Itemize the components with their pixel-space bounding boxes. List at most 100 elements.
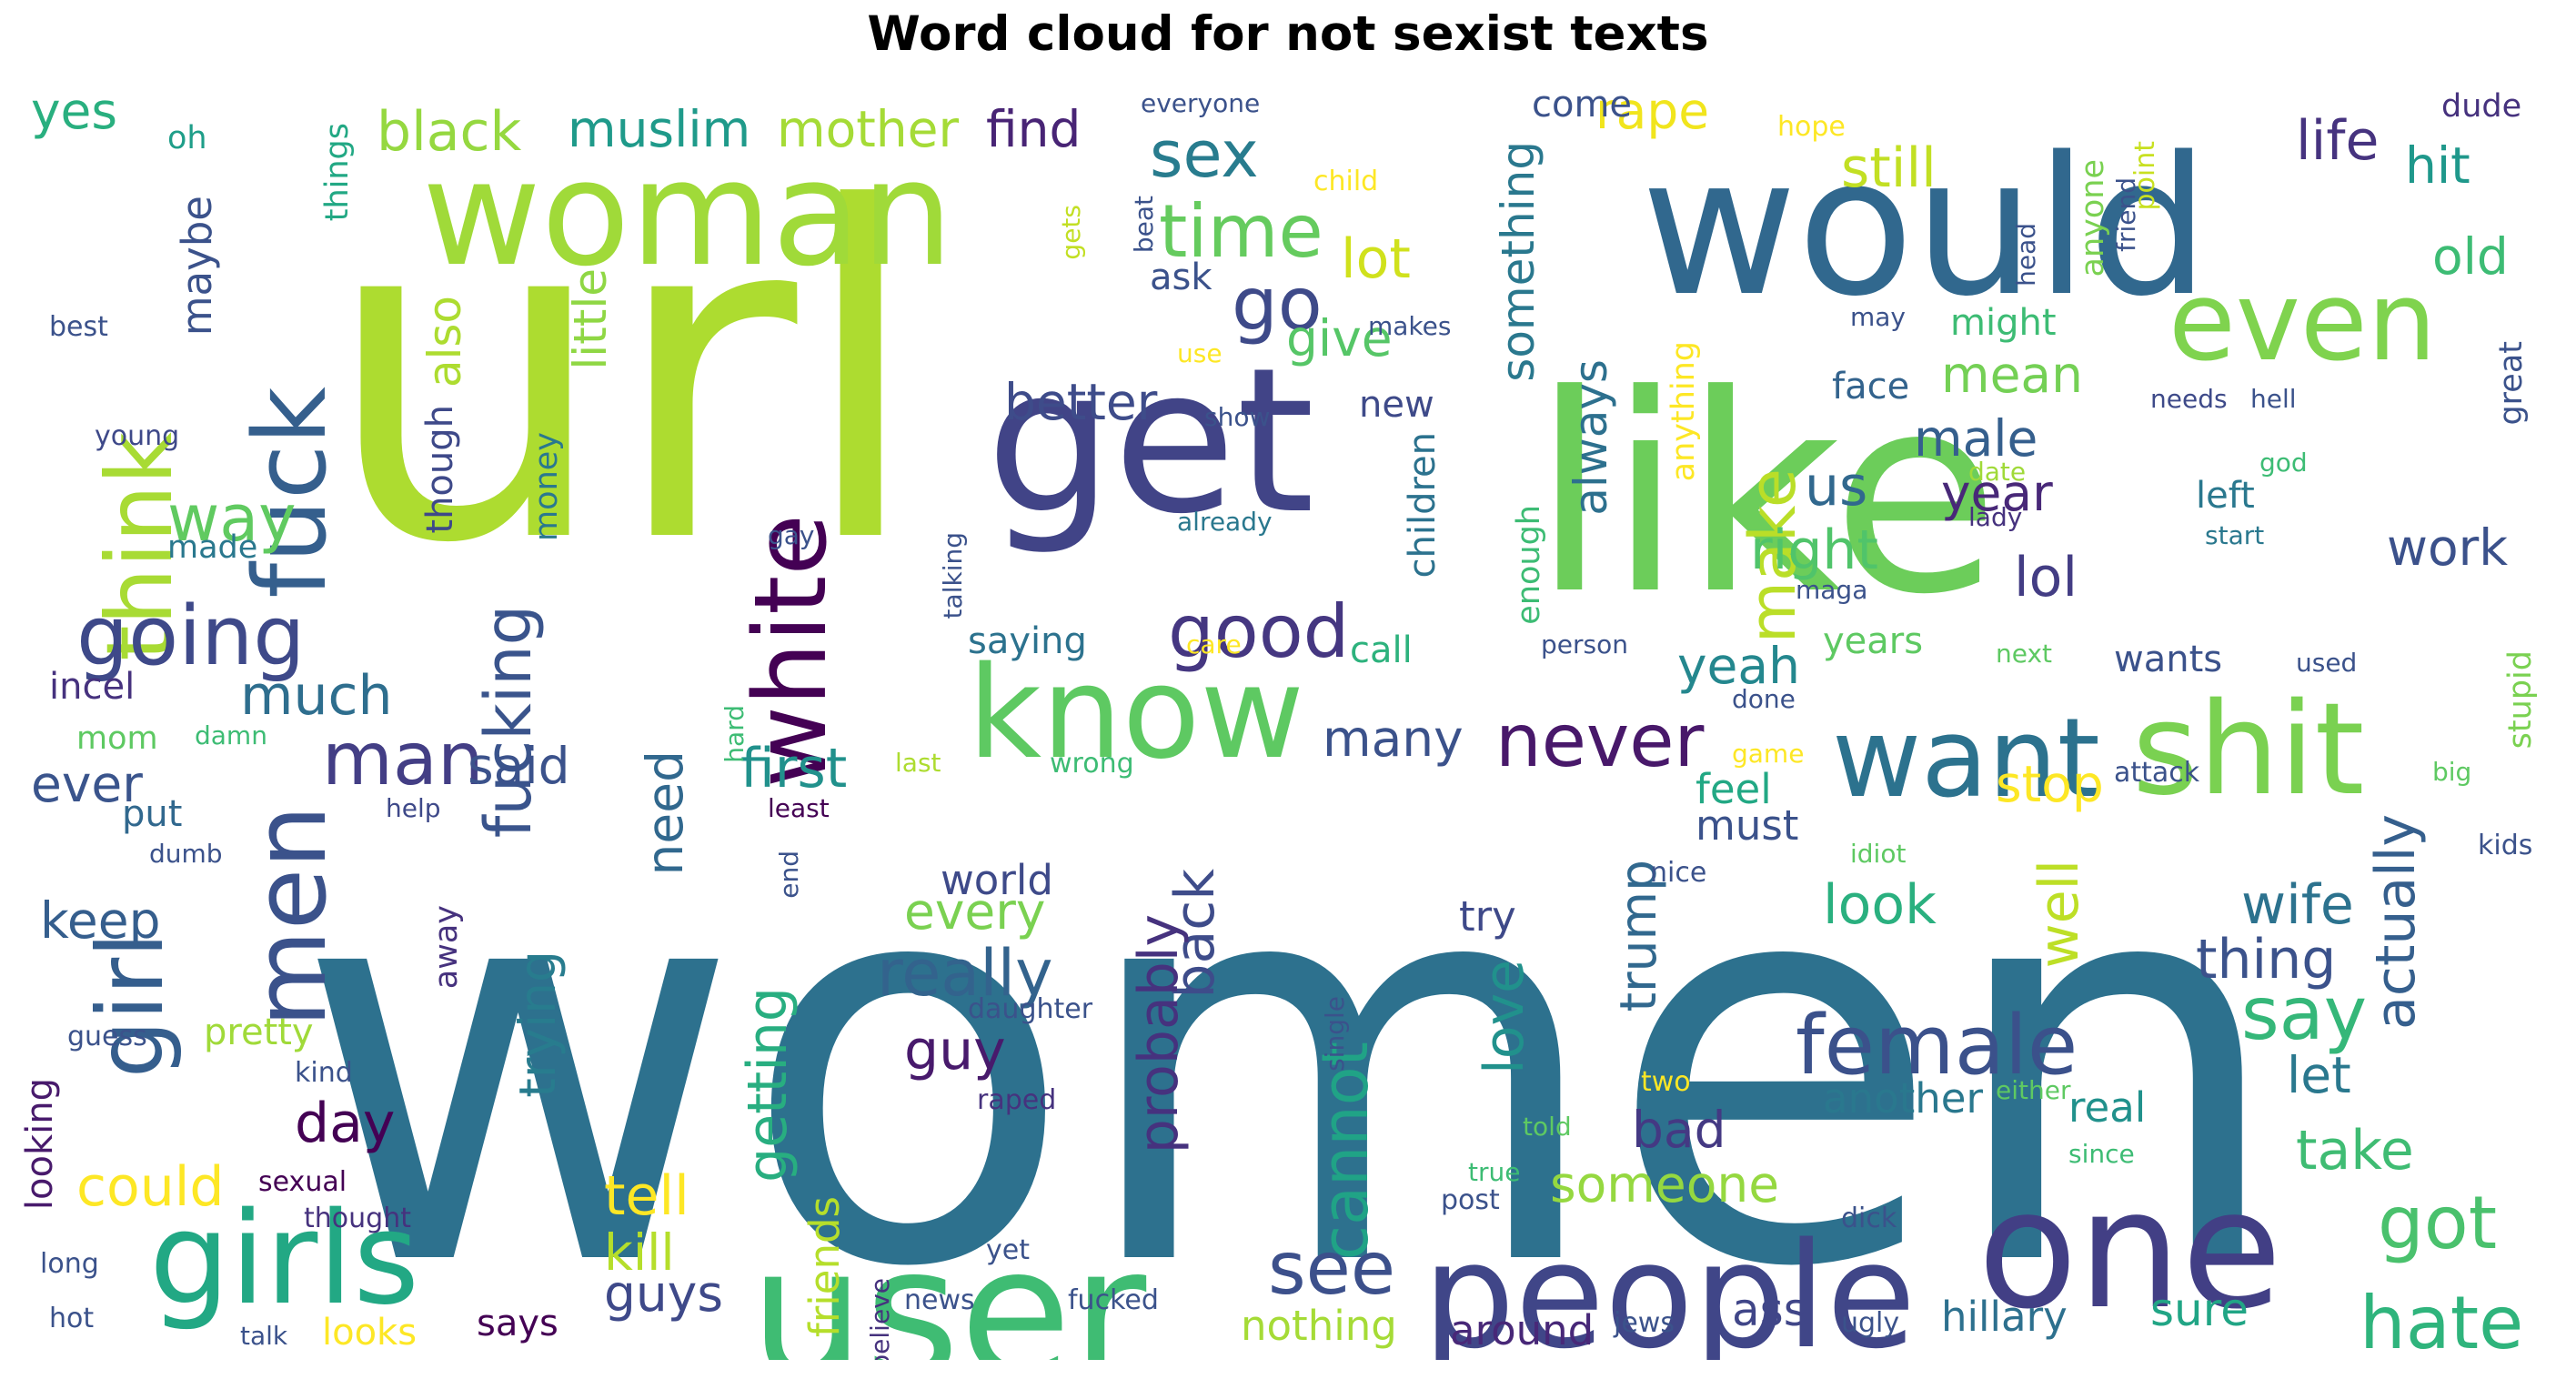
word-life: life: [2296, 109, 2380, 173]
word-black: black: [377, 100, 522, 164]
word-talk: talk: [240, 1321, 288, 1351]
word-fucking: fucking: [471, 605, 546, 839]
word-may: may: [1850, 302, 1907, 332]
word-see: see: [1268, 1226, 1396, 1311]
word-much: much: [240, 664, 393, 728]
word-looking: looking: [22, 1078, 61, 1211]
word-makes: makes: [1368, 311, 1452, 341]
word-made: made: [167, 529, 258, 566]
word-least: least: [768, 793, 830, 823]
word-something: something: [1492, 141, 1545, 382]
word-new: new: [1359, 384, 1434, 426]
word-us: us: [1805, 455, 1868, 518]
word-know: know: [968, 639, 1304, 788]
word-trying: trying: [508, 951, 567, 1098]
word-game: game: [1732, 739, 1805, 769]
word-yet: yet: [986, 1234, 1030, 1266]
word-ever: ever: [31, 755, 143, 813]
word-young: young: [95, 420, 180, 452]
word-work: work: [2387, 518, 2509, 577]
word-url: url: [322, 113, 924, 642]
word-good: good: [1168, 589, 1350, 674]
word-sexual: sexual: [258, 1166, 347, 1198]
word-oh: oh: [167, 120, 207, 156]
word-even: even: [2168, 259, 2437, 386]
chart-title: Word cloud for not sexist texts: [867, 6, 1709, 62]
word-two: two: [1641, 1066, 1691, 1098]
word-years: years: [1823, 620, 1924, 662]
word-muslim: muslim: [568, 100, 751, 158]
word-mom: mom: [76, 720, 158, 757]
word-friends: friends: [800, 1196, 849, 1338]
word-beat: beat: [1129, 196, 1159, 254]
word-god: god: [2259, 448, 2308, 478]
word-every: every: [904, 882, 1046, 941]
word-ugly: ugly: [1841, 1307, 1900, 1339]
word-man: man: [322, 717, 484, 801]
word-friend: friend: [2111, 177, 2141, 252]
word-take: take: [2296, 1119, 2414, 1183]
word-first: first: [740, 737, 848, 800]
word-pretty: pretty: [204, 1012, 314, 1053]
word-little: little: [564, 268, 617, 370]
word-everyone: everyone: [1141, 88, 1261, 118]
word-look: look: [1823, 873, 1937, 937]
word-last: last: [895, 748, 941, 778]
word-tell: tell: [604, 1164, 689, 1228]
word-let: let: [2287, 1046, 2351, 1104]
word-anyone: anyone: [2075, 159, 2111, 277]
word-thing: thing: [2196, 928, 2337, 991]
word-lot: lot: [1341, 227, 1411, 291]
word-like: like: [1532, 337, 2000, 654]
word-get: get: [986, 325, 1315, 558]
word-wants: wants: [2114, 639, 2223, 680]
word-guess: guess: [67, 1021, 147, 1052]
word-might: might: [1950, 302, 2057, 344]
word-idiot: idiot: [1850, 839, 1907, 869]
word-start: start: [2205, 520, 2265, 550]
word-sure: sure: [2150, 1283, 2249, 1336]
word-fucked: fucked: [1068, 1284, 1159, 1316]
word-world: world: [941, 856, 1053, 904]
word-cannot: cannot: [1308, 1042, 1383, 1261]
word-come: come: [1532, 86, 1633, 126]
word-believe: believe: [865, 1278, 895, 1360]
word-find: find: [986, 100, 1082, 158]
word-wife: wife: [2241, 873, 2354, 937]
word-money: money: [528, 432, 565, 541]
word-someone: someone: [1550, 1155, 1780, 1213]
word-hard: hard: [719, 705, 750, 763]
word-way: way: [167, 481, 297, 556]
word-incel: incel: [49, 666, 136, 708]
word-yes: yes: [31, 86, 118, 140]
word-next: next: [1996, 639, 2053, 669]
word-going: going: [76, 589, 306, 684]
word-used: used: [2296, 648, 2358, 678]
word-since: since: [2068, 1139, 2135, 1169]
word-well: well: [2028, 860, 2091, 969]
word-though: though: [419, 405, 461, 534]
word-put: put: [122, 793, 183, 835]
word-help: help: [386, 793, 441, 823]
word-needs: needs: [2150, 384, 2228, 414]
word-user: user: [750, 1208, 1147, 1361]
word-hot: hot: [49, 1303, 95, 1334]
word-another: another: [1823, 1074, 1983, 1122]
word-anything: anything: [1665, 341, 1702, 482]
word-maybe: maybe: [173, 196, 221, 337]
word-said: said: [468, 737, 570, 795]
word-ass: ass: [1732, 1283, 1807, 1336]
word-love: love: [1473, 960, 1536, 1074]
word-lol: lol: [2014, 546, 2078, 609]
word-guy: guy: [904, 1019, 1006, 1082]
word-raped: raped: [977, 1084, 1057, 1116]
word-either: either: [1996, 1075, 2071, 1105]
word-dick: dick: [1841, 1203, 1897, 1234]
word-rape: rape: [1595, 86, 1710, 140]
word-call: call: [1350, 629, 1413, 671]
word-maga: maga: [1796, 575, 1868, 605]
word-great: great: [2493, 341, 2530, 426]
word-child: child: [1313, 166, 1379, 197]
word-wrong: wrong: [1050, 748, 1134, 780]
word-dumb: dumb: [149, 839, 223, 869]
